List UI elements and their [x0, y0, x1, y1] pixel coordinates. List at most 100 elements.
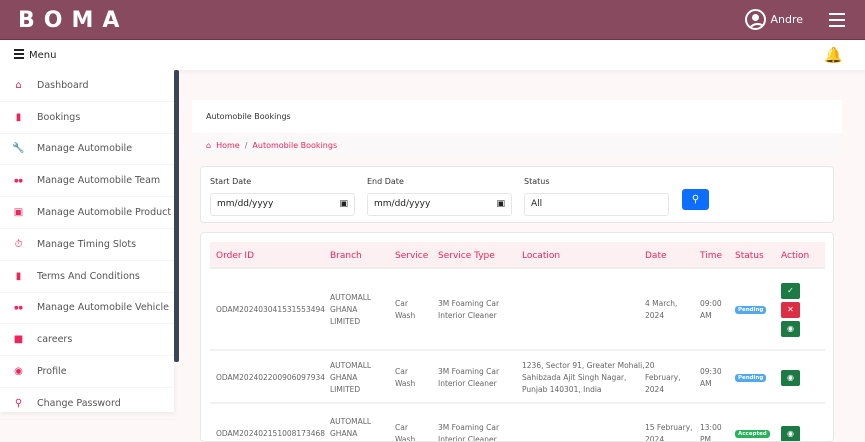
- product-icon: ▣: [13, 207, 24, 219]
- view-button[interactable]: ◉: [781, 369, 800, 386]
- location-cell: 1236, Sector 91, Greater Mohali, Sahibzad…: [522, 360, 645, 396]
- start-date-group: Start Date mm/dd/yyyy ▣: [210, 177, 355, 216]
- menu-label: Menu: [29, 49, 57, 61]
- start-date-value: mm/dd/yyyy: [217, 199, 274, 209]
- service-type-cell-line: 3M Foaming Car: [438, 366, 500, 376]
- timer-icon: ⏱: [14, 238, 23, 250]
- sidebar-item-terms-and-conditions[interactable]: ▮ Terms And Conditions: [0, 261, 174, 293]
- sidebar-item-manage-automobile[interactable]: 🔧 Manage Automobile: [0, 134, 174, 166]
- location-cell-line: Punjab 140301, India: [522, 384, 602, 394]
- sidebar-item-label: Dashboard: [37, 79, 89, 91]
- sidebar-item-label: Manage Automobile Product: [37, 207, 172, 219]
- top-bar: BOMA Andre: [0, 0, 865, 40]
- wrench-icon: 🔧: [12, 143, 25, 155]
- time-cell-line: AM: [700, 378, 712, 388]
- service-type-cell-line: 3M Foaming Car: [438, 299, 500, 308]
- bell-icon[interactable]: 🔔: [824, 46, 843, 64]
- table-row: ODAM202402200906097934 AUTOMALL GHANA LIMIT…: [210, 351, 825, 404]
- branch-cell-line: GHANA: [330, 305, 358, 314]
- search-button[interactable]: ⚲: [682, 189, 709, 210]
- sidebar-item-label: Manage Automobile: [37, 143, 133, 155]
- sidebar-item-manage-timing-slots[interactable]: ⏱ Manage Timing Slots: [0, 229, 174, 261]
- column-header: Service: [395, 251, 429, 261]
- sidebar-item-label: Change Password: [37, 397, 121, 409]
- end-date-group: End Date mm/dd/yyyy ▣: [367, 177, 512, 216]
- service-cell-line: Car: [395, 299, 408, 308]
- sidebar-scrollbar[interactable]: [174, 70, 179, 362]
- time-cell-line: 09:00: [700, 299, 722, 308]
- date-cell-line: February,: [645, 372, 681, 382]
- column-header: Service Type: [438, 251, 495, 261]
- time-cell-line: PM: [700, 435, 711, 442]
- sidebar-item-change-password[interactable]: ⚲ Change Password: [0, 388, 174, 420]
- logo[interactable]: BOMA: [18, 8, 129, 33]
- sidebar-item-profile[interactable]: ◉ Profile: [0, 356, 174, 388]
- service-type-cell: 3M Foaming Car Interior Cleaner: [438, 366, 499, 390]
- status-label: Status: [524, 177, 550, 186]
- sidebar-item-label: Manage Timing Slots: [37, 238, 137, 250]
- sidebar-item-bookings[interactable]: ▮ Bookings: [0, 102, 174, 134]
- status-select[interactable]: All: [524, 193, 669, 216]
- date-cell: 15 February, 2024: [645, 422, 693, 441]
- end-date-label: End Date: [367, 177, 404, 186]
- service-type-cell-line: Interior Cleaner: [438, 378, 497, 388]
- service-type-cell-line: Interior Cleaner: [438, 435, 497, 442]
- book-icon: ▮: [15, 111, 22, 123]
- sidebar-item-manage-automobile-product[interactable]: ▣ Manage Automobile Product: [0, 197, 174, 229]
- column-header: Branch: [330, 251, 362, 261]
- calendar-icon[interactable]: ▣: [496, 199, 505, 209]
- eye-icon: ◉: [787, 324, 794, 333]
- branch-cell-line: GHANA: [330, 429, 358, 438]
- user-menu[interactable]: Andre: [745, 9, 803, 30]
- sidebar-item-dashboard[interactable]: ⌂ Dashboard: [0, 70, 174, 102]
- people-icon: ●●: [14, 304, 23, 311]
- key-icon: ⚲: [14, 397, 23, 409]
- order-id: ODAM202403041531553494: [216, 305, 326, 314]
- menu-toggle-button[interactable]: Menu: [14, 49, 56, 61]
- view-button[interactable]: ◉: [781, 321, 800, 337]
- reject-button[interactable]: ✕: [781, 302, 800, 318]
- view-button[interactable]: ◉: [781, 426, 800, 441]
- branch-cell-line: AUTOMALL: [330, 360, 372, 370]
- calendar-icon[interactable]: ▣: [339, 199, 348, 209]
- time-cell-line: AM: [700, 311, 712, 320]
- sidebar-item-manage-automobile-vehicle[interactable]: ●● Manage Automobile Vehicle: [0, 293, 174, 325]
- service-type-cell: 3M Foaming Car Interior Cleaner: [438, 298, 499, 322]
- status-badge: Pending: [735, 373, 767, 382]
- sidebar-item-label: Manage Automobile Team: [37, 175, 161, 187]
- eye-icon: ◉: [787, 372, 794, 382]
- breadcrumb: ⌂ Home / Automobile Bookings: [192, 133, 842, 157]
- location-cell-line: Sahibzada Ajit Singh Nagar,: [522, 372, 627, 382]
- breadcrumb-current: Automobile Bookings: [252, 140, 338, 150]
- breadcrumb-home[interactable]: Home: [216, 140, 240, 150]
- bookings-table: Order ID Branch Service Service Type Locatio…: [200, 232, 834, 442]
- service-cell: Car Wash: [395, 422, 415, 441]
- column-header: Date: [645, 251, 667, 261]
- date-cell-line: 15 February,: [645, 423, 693, 432]
- check-icon: ✓: [787, 286, 794, 295]
- status-badge: Accepted: [735, 430, 770, 438]
- date-cell-line: 2024: [645, 384, 665, 394]
- page-panel: Automobile Bookings ⌂ Home / Automobile …: [192, 100, 842, 157]
- status-badge: Pending: [735, 306, 767, 314]
- hamburger-menu-icon[interactable]: [829, 13, 845, 31]
- end-date-input[interactable]: mm/dd/yyyy ▣: [367, 193, 512, 216]
- service-type-cell-line: Interior Cleaner: [438, 311, 497, 320]
- service-cell: Car Wash: [395, 298, 415, 322]
- sidebar-item-label: Bookings: [37, 111, 81, 123]
- sidebar-item-manage-automobile-team[interactable]: ●● Manage Automobile Team: [0, 165, 174, 198]
- date-cell-line: 4 March,: [645, 299, 678, 308]
- sidebar-item-careers[interactable]: ■ careers: [0, 324, 174, 357]
- user-name: Andre: [770, 13, 803, 26]
- start-date-input[interactable]: mm/dd/yyyy ▣: [210, 193, 355, 216]
- branch-cell-line: AUTOMALL: [330, 417, 372, 426]
- approve-button[interactable]: ✓: [781, 283, 800, 299]
- page-title: Automobile Bookings: [192, 100, 842, 133]
- date-cell: 4 March, 2024: [645, 298, 677, 322]
- sidebar-item-label: Manage Automobile Vehicle: [37, 302, 170, 314]
- branch-cell-line: LIMITED: [330, 317, 361, 326]
- order-id: ODAM202402200906097934: [216, 372, 326, 382]
